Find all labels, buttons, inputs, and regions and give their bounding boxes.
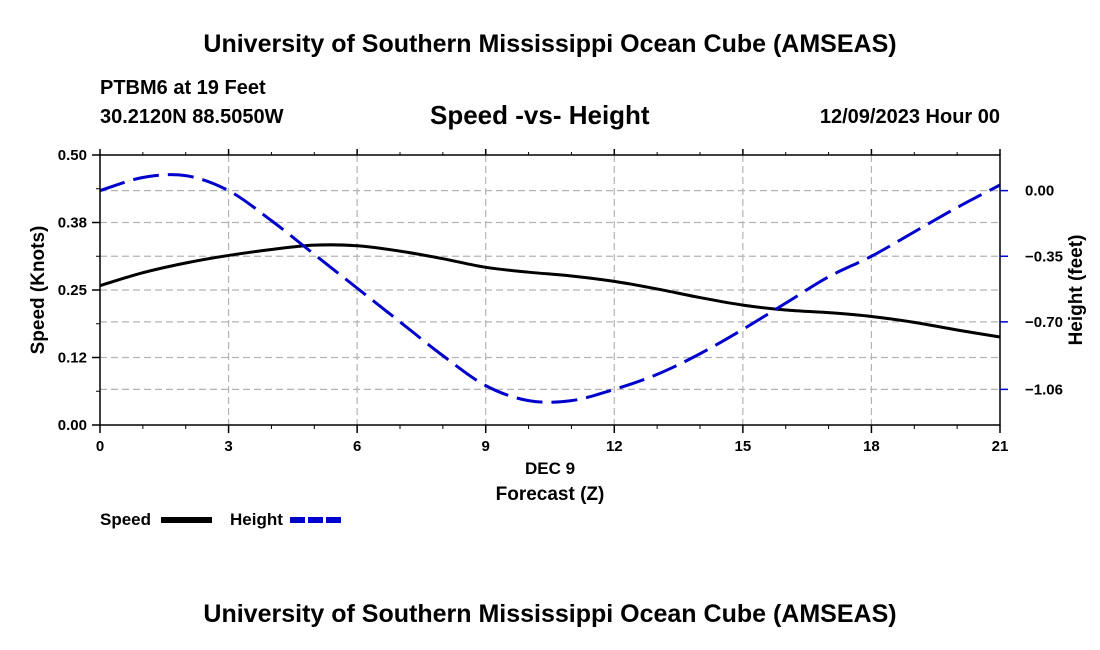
series-layer — [99, 173, 1001, 404]
x-tick-label: 0 — [96, 438, 104, 455]
x-axis-label: Forecast (Z) — [496, 484, 605, 505]
x-tick-label: 3 — [224, 438, 232, 455]
chart-subtitle: Speed -vs- Height — [430, 100, 650, 130]
y-tick-label: 0.50 — [58, 147, 87, 164]
coordinates-label: 30.2120N 88.5050W — [100, 106, 284, 128]
legend-speed-label: Speed — [100, 510, 151, 529]
y-axis-label: Speed (Knots) — [28, 226, 49, 355]
y2-tick-label: −1.06 — [1025, 381, 1063, 398]
x-tick-label: 6 — [353, 438, 361, 455]
legend-height-label: Height — [230, 510, 283, 529]
page-title: University of Southern Mississippi Ocean… — [203, 30, 897, 58]
x-tick-label: 12 — [606, 438, 623, 455]
y-tick-label: 0.12 — [58, 350, 87, 367]
y2-tick-label: −0.35 — [1025, 248, 1063, 265]
x-tick-label: 9 — [482, 438, 490, 455]
y-tick-label: 0.38 — [58, 215, 87, 232]
footer-title: University of Southern Mississippi Ocean… — [203, 600, 897, 628]
x-tick-label: 21 — [992, 438, 1009, 455]
y-tick-label: 0.25 — [58, 282, 87, 299]
y2-axis-label: Height (feet) — [1066, 235, 1087, 346]
x-sublabel: DEC 9 — [525, 459, 575, 478]
series-line-speed — [99, 243, 1001, 339]
series-line-height — [99, 173, 1001, 404]
station-label: PTBM6 at 19 Feet — [100, 77, 266, 99]
x-tick-label: 15 — [735, 438, 752, 455]
legend: Speed Height — [100, 510, 342, 529]
y2-tick-label: 0.00 — [1025, 183, 1054, 200]
y-tick-label: 0.00 — [58, 417, 87, 434]
y2-tick-label: −0.70 — [1025, 314, 1063, 331]
x-tick-label: 18 — [863, 438, 880, 455]
grid-lines — [100, 155, 1000, 425]
datetime-label: 12/09/2023 Hour 00 — [819, 106, 1000, 128]
axes: 0 3 6 9 12 15 18 21 0.00 0.12 0.25 0.38 0.50 0.00 −0.3… — [58, 147, 1063, 455]
